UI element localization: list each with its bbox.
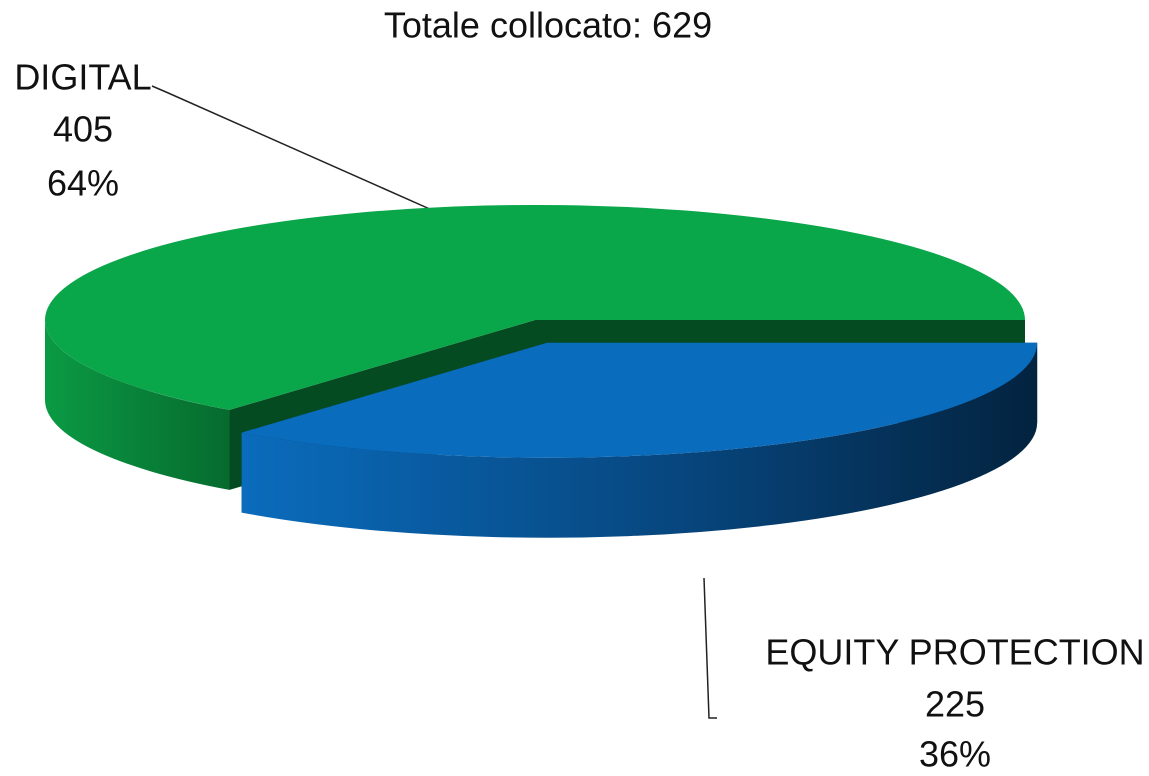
pie: [44, 205, 1038, 538]
leader-line: [703, 577, 717, 719]
chart-title: Totale collocato: 629: [384, 5, 712, 46]
slice: [241, 342, 1038, 458]
slice-side: [241, 342, 1038, 538]
slice-side: [45, 320, 230, 490]
slice-value: 225: [925, 684, 985, 725]
slice-value: 405: [53, 109, 113, 150]
slice-percent: 64%: [47, 163, 119, 204]
slice-label: EQUITY PROTECTION: [765, 632, 1144, 673]
slice: [44, 205, 1025, 410]
slice-label: DIGITAL: [14, 57, 151, 98]
slice-percent: 36%: [919, 734, 991, 775]
leader-line: [151, 85, 433, 211]
